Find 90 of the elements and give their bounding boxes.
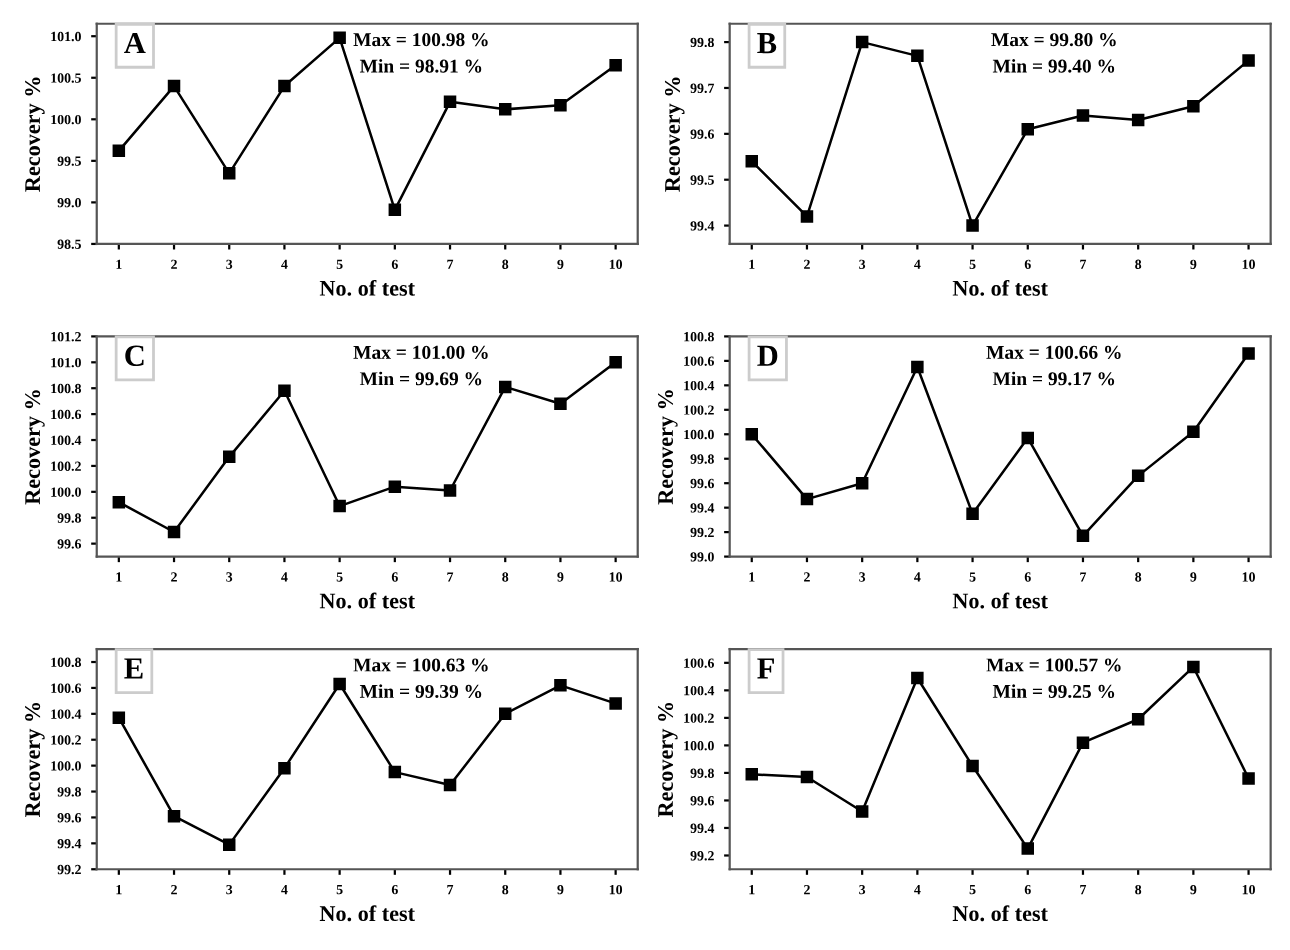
x-axis-title: No. of test [319,905,415,922]
annotation: Max = 99.80 % [991,33,1116,47]
point [554,397,567,411]
point [609,697,622,710]
y-axis-title: Recovery % [25,77,45,192]
point [609,59,622,72]
point [1242,772,1255,785]
point [112,495,126,509]
annotation: Min = 99.69 % [359,371,482,386]
point [167,809,181,823]
point [1076,529,1090,543]
point [498,380,512,394]
y-axis-title: Recovery % [658,390,678,505]
x-axis-title: No. of test [319,279,415,296]
annotation: Min = 99.17 % [992,371,1115,386]
point [554,679,567,692]
point [855,476,869,490]
point [112,711,126,724]
point [855,805,869,818]
x-axis-title: No. of test [952,905,1048,922]
chart-title: D [757,345,778,366]
y-axis-title: Recovery % [658,702,678,818]
y-axis-title: Recovery % [25,390,45,505]
point [222,167,236,180]
annotation: Min = 99.39 % [359,684,482,699]
annotation: Max = 100.98 % [353,33,488,47]
point [443,484,457,497]
point [800,770,814,784]
point [167,79,181,93]
point [443,778,457,792]
point [498,707,512,721]
chart-title: E [124,658,143,679]
point [554,98,567,112]
point [800,492,814,506]
point [1242,347,1255,360]
point [745,155,759,168]
point [1021,123,1035,136]
chart-title: B [757,33,777,54]
point [1076,109,1090,122]
annotation: Max = 101.00 % [353,345,488,359]
point [333,499,346,513]
point [1021,842,1035,855]
chart-title: A [124,32,146,54]
point [1131,713,1145,726]
point [1131,113,1145,127]
point [498,103,512,116]
point [1131,469,1145,483]
x-axis-title: No. of test [952,279,1048,296]
point [333,677,346,691]
point [388,203,402,217]
point [1187,660,1200,674]
chart-title: C [125,345,144,367]
point [911,360,924,374]
annotation: Min = 98.91 % [359,58,482,73]
x-axis-title: No. of test [319,592,415,609]
point [966,219,979,232]
annotation: Max = 100.57 % [986,658,1121,672]
point [278,761,291,775]
point [222,450,236,464]
point [855,35,869,49]
point [745,768,759,781]
y-axis-title: Recovery % [25,702,45,818]
point [1187,100,1200,113]
point [1076,736,1090,749]
annotation: Min = 99.40 % [992,58,1115,73]
point [1021,431,1035,445]
chart-title: F [757,658,774,679]
point [911,671,924,685]
point [609,356,622,369]
point [333,31,346,45]
point [966,759,979,773]
annotation: Max = 100.66 % [986,345,1121,359]
point [800,210,814,223]
point [278,384,291,398]
point [1242,54,1255,67]
point [222,838,236,851]
annotation: Min = 99.25 % [992,684,1115,699]
point [1187,425,1200,439]
point [745,428,759,441]
point [443,95,457,109]
point [388,480,402,493]
point [112,144,126,158]
point [167,525,181,539]
point [278,79,291,93]
point [388,765,402,779]
annotation: Max = 100.63 % [353,658,488,672]
x-axis-title: No. of test [952,592,1048,609]
y-axis-title: Recovery % [664,77,685,192]
point [966,507,979,521]
point [911,49,924,63]
